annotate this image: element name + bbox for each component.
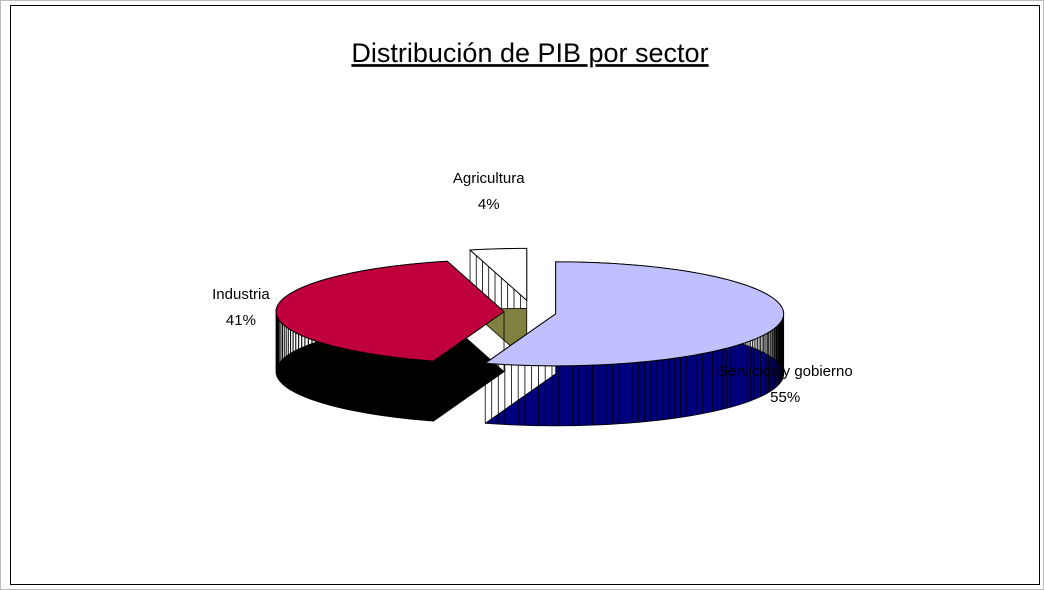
chart-title: Distribución de PIB por sector: [351, 38, 708, 68]
data-label-category: Servicios y gobierno: [718, 363, 853, 380]
slice-top: [468, 247, 528, 302]
data-label-category: Agricultura: [453, 170, 525, 187]
slice: [275, 260, 505, 422]
slice-top: [275, 260, 505, 362]
data-label-value: 4%: [478, 196, 500, 213]
data-label-category: Industria: [212, 286, 270, 303]
plot: Servicios y gobierno 55% Industria 41% Agric…: [212, 170, 853, 427]
data-label-value: 41%: [226, 312, 256, 329]
slice: [483, 261, 785, 427]
slice-top: [483, 261, 785, 367]
data-label-value: 55%: [770, 389, 800, 406]
